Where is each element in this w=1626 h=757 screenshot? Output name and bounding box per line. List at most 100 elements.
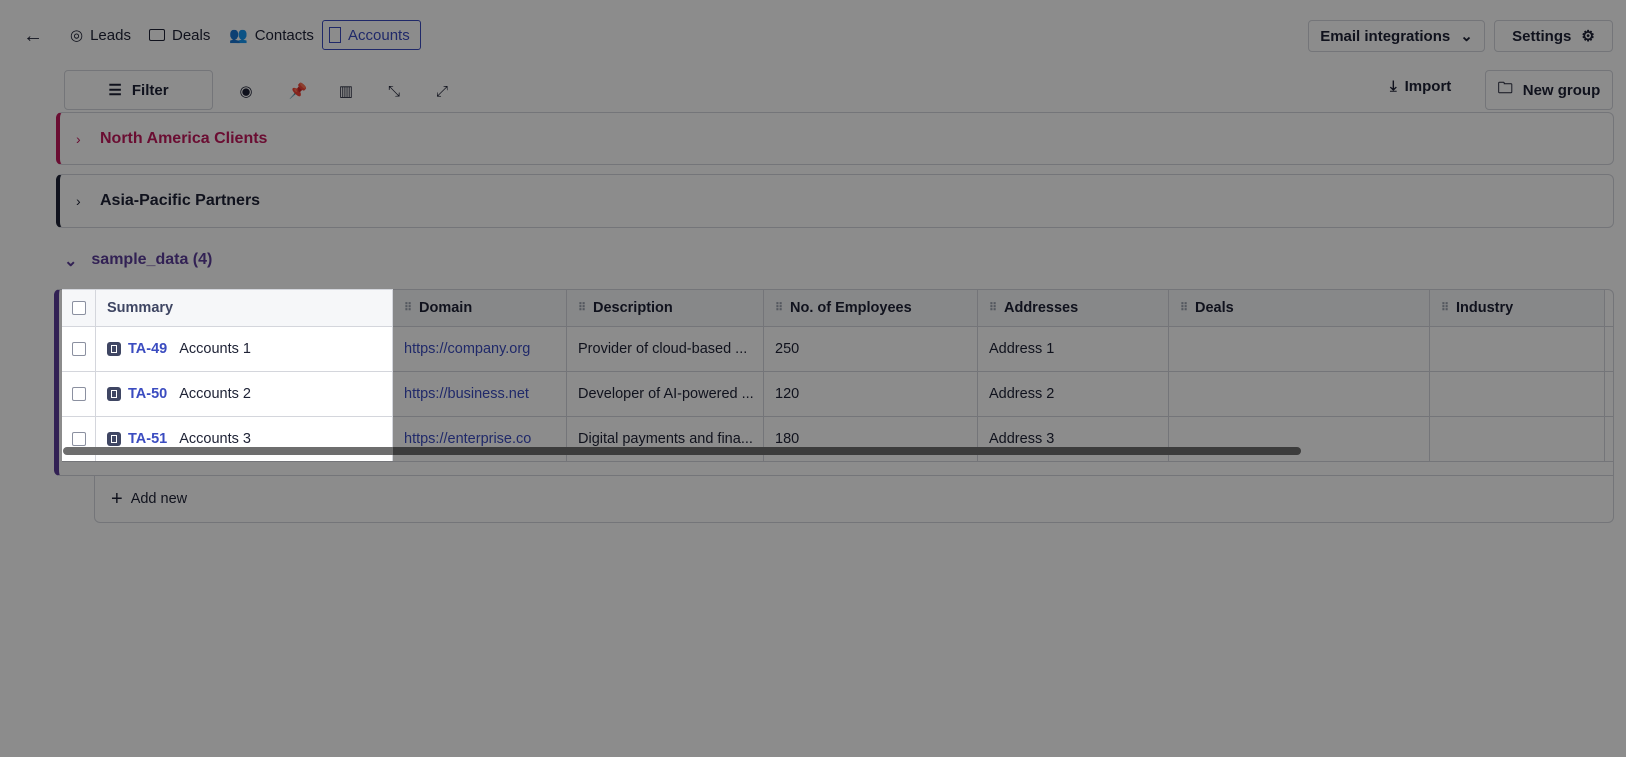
domain-link[interactable]: https://enterprise.co [404, 431, 532, 447]
account-name: Accounts 2 [179, 386, 251, 402]
chevron-down-icon: ⌄ [1460, 28, 1473, 45]
email-integrations-dropdown[interactable]: Email integrations ⌄ [1308, 20, 1485, 52]
address-cell[interactable]: Address 2 [978, 372, 1169, 416]
account-type-icon [107, 432, 121, 446]
banknote-icon [149, 29, 165, 41]
table-row[interactable]: TA-49 Accounts 1 https://company.org Prov… [62, 327, 1613, 372]
industry-cell[interactable] [1430, 417, 1605, 461]
column-label: Summary [107, 300, 174, 316]
tab-label: Accounts [348, 26, 410, 44]
horizontal-scrollbar[interactable] [63, 447, 1301, 455]
select-all-checkbox[interactable] [72, 301, 86, 315]
summary-cell[interactable]: TA-50 Accounts 2 [96, 372, 393, 416]
account-name: Accounts 3 [179, 431, 251, 447]
tab-deals[interactable]: Deals [143, 20, 216, 50]
column-header-industry[interactable]: ⠿ Industry [1430, 290, 1605, 326]
row-checkbox[interactable] [72, 432, 86, 446]
tab-label: Deals [172, 26, 211, 44]
deals-cell[interactable] [1169, 327, 1430, 371]
column-header-deals[interactable]: ⠿ Deals [1169, 290, 1430, 326]
issue-key-link[interactable]: TA-49 [128, 341, 168, 357]
back-button[interactable]: ← [23, 24, 43, 47]
issue-key-link[interactable]: TA-51 [128, 431, 168, 447]
filter-button[interactable]: ☰ Filter [64, 70, 213, 110]
new-group-label: New group [1522, 81, 1601, 99]
employees-cell[interactable]: 250 [764, 327, 978, 371]
expand-icon[interactable]: ⤢ [435, 82, 448, 100]
domain-link[interactable]: https://company.org [404, 341, 531, 357]
address-value: Address 1 [989, 341, 1055, 357]
tab-accounts[interactable]: Accounts [322, 20, 421, 50]
description-cell[interactable]: Digital payments and fina... [567, 417, 764, 461]
import-button[interactable]: ⤓ Import [1390, 78, 1451, 95]
tab-contacts[interactable]: 👥 Contacts [223, 20, 320, 50]
account-type-icon [107, 342, 121, 356]
email-integrations-label: Email integrations [1320, 27, 1451, 45]
column-header-description[interactable]: ⠿ Description [567, 290, 764, 326]
address-cell[interactable]: Address 3 [978, 417, 1169, 461]
select-cell [62, 372, 96, 416]
plus-icon: + [111, 487, 123, 510]
chevron-down-icon: ⌄ [64, 253, 78, 270]
tab-label: Leads [90, 26, 131, 44]
group-asia-pacific[interactable]: › Asia-Pacific Partners [56, 174, 1614, 228]
column-header-summary[interactable]: Summary [96, 290, 393, 326]
drag-handle-icon[interactable]: ⠿ [578, 301, 586, 314]
row-checkbox[interactable] [72, 387, 86, 401]
drag-handle-icon[interactable]: ⠿ [989, 301, 997, 314]
summary-cell[interactable]: TA-49 Accounts 1 [96, 327, 393, 371]
accounts-table: Summary ⠿ Domain ⠿ Description ⠿ No. of Emp… [54, 289, 1614, 476]
filter-icon: ☰ [108, 82, 122, 99]
drag-handle-icon[interactable]: ⠿ [1441, 301, 1449, 314]
user-icon[interactable]: ◉ [239, 83, 253, 100]
chevron-right-icon: › [76, 130, 81, 147]
domain-link[interactable]: https://business.net [404, 386, 529, 402]
description-text: Digital payments and fina... [578, 431, 753, 447]
issue-key-link[interactable]: TA-50 [128, 386, 168, 402]
tab-label: Contacts [254, 26, 314, 44]
add-new-button[interactable]: + Add new [94, 476, 1614, 523]
address-value: Address 3 [989, 431, 1055, 447]
employees-value: 120 [775, 386, 800, 402]
column-header-addresses[interactable]: ⠿ Addresses [978, 290, 1169, 326]
employees-cell[interactable]: 120 [764, 372, 978, 416]
drag-handle-icon[interactable]: ⠿ [404, 301, 412, 314]
description-text: Developer of AI-powered ... [578, 386, 754, 402]
description-cell[interactable]: Provider of cloud-based ... [567, 327, 764, 371]
group-title: North America Clients [100, 129, 268, 147]
drag-handle-icon[interactable]: ⠿ [775, 301, 783, 314]
row-checkbox[interactable] [72, 342, 86, 356]
domain-cell[interactable]: https://enterprise.co [393, 417, 567, 461]
deals-cell[interactable] [1169, 417, 1430, 461]
add-new-label: Add new [130, 491, 188, 507]
collapse-icon[interactable]: ⤡ [387, 82, 400, 100]
filter-label: Filter [131, 81, 169, 99]
employees-cell[interactable]: 180 [764, 417, 978, 461]
table-row[interactable]: TA-51 Accounts 3 https://enterprise.co Di… [62, 417, 1613, 462]
column-label: Deals [1195, 300, 1234, 316]
column-label: Addresses [1004, 300, 1079, 316]
industry-cell[interactable] [1430, 327, 1605, 371]
pin-icon[interactable]: 📌 [288, 83, 308, 100]
settings-label: Settings [1512, 27, 1572, 45]
columns-icon[interactable]: ▥ [338, 83, 354, 100]
column-header-domain[interactable]: ⠿ Domain [393, 290, 567, 326]
address-cell[interactable]: Address 1 [978, 327, 1169, 371]
group-sample-data[interactable]: ⌄ sample_data (4) [64, 251, 212, 271]
industry-cell[interactable] [1430, 372, 1605, 416]
table-header: Summary ⠿ Domain ⠿ Description ⠿ No. of Emp… [62, 290, 1613, 327]
tab-leads[interactable]: ◎ Leads [64, 20, 137, 50]
settings-button[interactable]: Settings ⚙ [1494, 20, 1613, 52]
group-north-america[interactable]: › North America Clients [56, 112, 1614, 165]
description-cell[interactable]: Developer of AI-powered ... [567, 372, 764, 416]
deals-cell[interactable] [1169, 372, 1430, 416]
domain-cell[interactable]: https://business.net [393, 372, 567, 416]
table-row[interactable]: TA-50 Accounts 2 https://business.net Dev… [62, 372, 1613, 417]
column-label: No. of Employees [790, 300, 912, 316]
new-group-button[interactable]: 🗀 New group [1485, 70, 1613, 110]
users-icon: 👥 [229, 27, 248, 44]
domain-cell[interactable]: https://company.org [393, 327, 567, 371]
drag-handle-icon[interactable]: ⠿ [1180, 301, 1188, 314]
column-header-employees[interactable]: ⠿ No. of Employees [764, 290, 978, 326]
employees-value: 180 [775, 431, 800, 447]
